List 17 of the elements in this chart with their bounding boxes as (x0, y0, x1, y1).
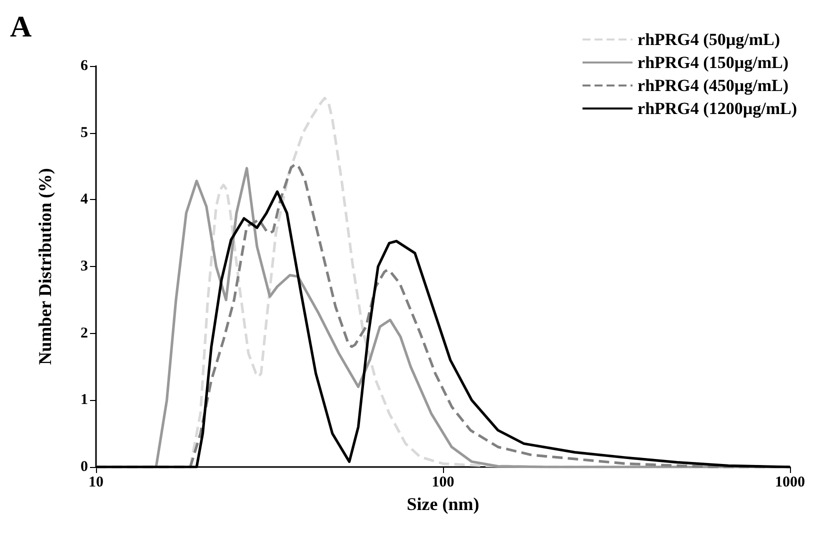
y-tick-label: 0 (80, 459, 88, 475)
x-tick-label: 100 (432, 474, 454, 490)
y-tick-label: 3 (80, 258, 88, 274)
legend-label: rhPRG4 (450µg/mL) (638, 76, 789, 95)
x-tick-label: 1000 (775, 474, 805, 490)
x-tick-label: 10 (88, 474, 104, 490)
y-tick-label: 4 (80, 192, 88, 208)
y-tick-label: 6 (80, 58, 88, 74)
y-tick-label: 1 (80, 392, 88, 408)
y-tick-label: 5 (80, 124, 88, 141)
legend-label: rhPRG4 (150µg/mL) (638, 53, 789, 72)
legend-label: rhPRG4 (1200µg/mL) (638, 99, 798, 118)
text: A (10, 10, 32, 44)
x-axis-title: Size (nm) (406, 494, 480, 514)
y-tick-label: 2 (80, 325, 88, 342)
legend-label: rhPRG4 (50µg/mL) (638, 30, 780, 49)
y-axis-title: Number Distribution (%) (35, 168, 55, 365)
